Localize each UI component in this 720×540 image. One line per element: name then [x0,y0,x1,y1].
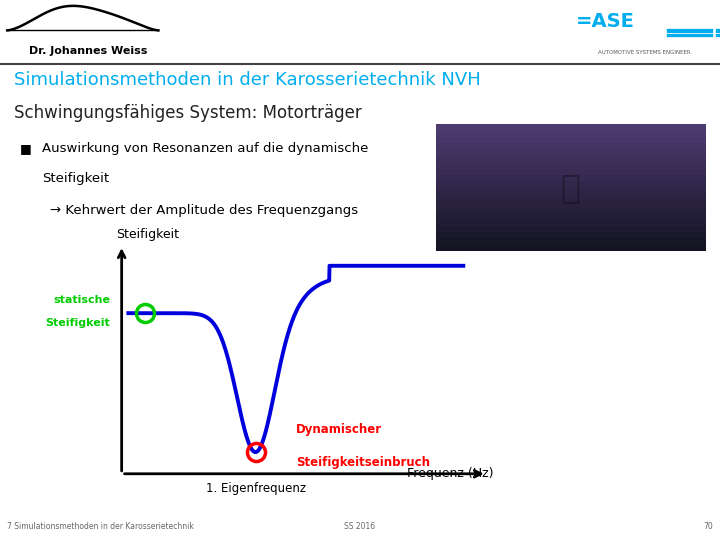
Bar [436,219,706,226]
Text: Frequenz (Hz): Frequenz (Hz) [407,467,493,480]
Text: =ASE: =ASE [576,12,635,31]
Text: ■: ■ [19,141,32,154]
Bar [436,150,706,156]
Bar [436,143,706,150]
Bar [436,188,706,194]
Text: AUTOMOTIVE SYSTEMS ENGINEER: AUTOMOTIVE SYSTEMS ENGINEER [598,50,690,55]
Text: statische: statische [53,295,110,305]
Bar [436,207,706,213]
Bar [436,124,706,131]
Bar [715,28,720,32]
Text: Steifigkeit: Steifigkeit [42,172,109,185]
Text: 7 Simulationsmethoden in der Karosserietechnik: 7 Simulationsmethoden in der Karosseriet… [7,522,194,531]
Text: 1. Eigenfrequenz: 1. Eigenfrequenz [206,482,306,495]
Bar [436,200,706,207]
Bar [715,33,720,37]
Bar [436,238,706,245]
Text: SS 2016: SS 2016 [344,522,376,531]
Text: Simulationsmethoden in der Karosserietechnik NVH: Simulationsmethoden in der Karosserietec… [14,71,481,89]
Bar [436,156,706,162]
Text: Steifigkeitseinbruch: Steifigkeitseinbruch [296,456,430,469]
Bar [436,175,706,181]
Bar [666,28,713,32]
Bar [436,162,706,168]
Text: Dynamischer: Dynamischer [296,423,382,436]
Text: 70: 70 [703,522,713,531]
Bar [436,213,706,219]
Bar [436,232,706,238]
Bar [436,181,706,187]
Text: 🚗: 🚗 [561,171,580,204]
Bar [436,226,706,232]
Bar [436,137,706,143]
Bar [436,245,706,251]
Text: → Kehrwert der Amplitude des Frequenzgangs: → Kehrwert der Amplitude des Frequenzgan… [50,204,358,217]
Text: Steifigkeit: Steifigkeit [117,228,179,241]
Text: Dr. Johannes Weiss: Dr. Johannes Weiss [29,45,147,56]
Bar [436,131,706,137]
Text: Steifigkeit: Steifigkeit [45,318,110,328]
Text: Schwingungsfähiges System: Motorträger: Schwingungsfähiges System: Motorträger [14,104,362,122]
Text: Auswirkung von Resonanzen auf die dynamische: Auswirkung von Resonanzen auf die dynami… [42,141,369,154]
Bar [436,194,706,200]
Bar [436,168,706,175]
Bar [666,33,713,37]
